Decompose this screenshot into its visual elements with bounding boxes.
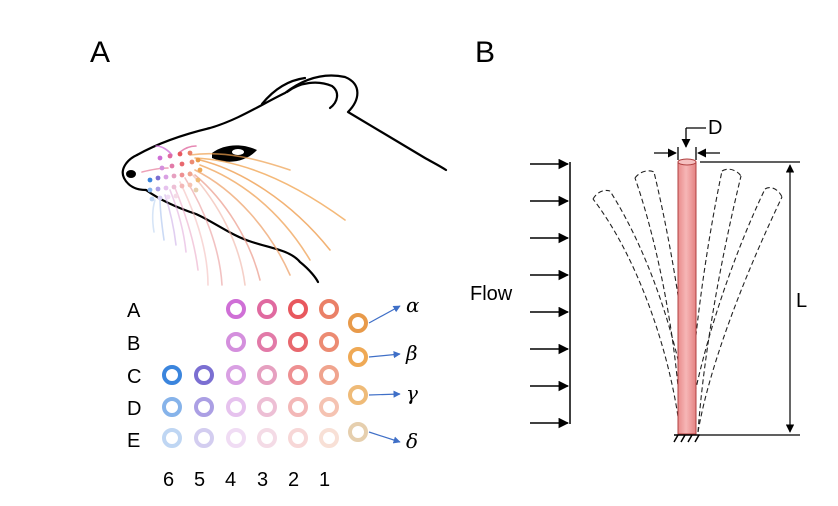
greek-labels: α β γ δ bbox=[405, 293, 420, 453]
whisker-ring-e2 bbox=[288, 428, 308, 448]
greek-label-delta: δ bbox=[406, 429, 418, 453]
whisker-ring-c1 bbox=[319, 365, 339, 385]
greek-arrow-beta bbox=[368, 351, 401, 359]
rat-nose bbox=[126, 170, 136, 178]
rat-snout bbox=[121, 153, 148, 192]
whisker-ring-d3 bbox=[257, 397, 277, 417]
column-label-3: 3 bbox=[257, 469, 268, 491]
row-label-d: D bbox=[127, 398, 141, 420]
whisker-ring-d5 bbox=[194, 397, 214, 417]
greek-ring-beta bbox=[348, 347, 368, 367]
column-label-1: 1 bbox=[319, 469, 330, 491]
cylinder-body bbox=[677, 161, 697, 435]
whisker-ring-b2 bbox=[288, 332, 308, 352]
whisker-grid bbox=[162, 299, 339, 448]
row-label-e: E bbox=[127, 430, 140, 452]
greek-label-alpha: α bbox=[406, 293, 420, 317]
row-label-a: A bbox=[127, 300, 141, 322]
rat-jaw bbox=[144, 188, 320, 284]
greek-whisker-rings bbox=[348, 305, 401, 444]
length-label: L bbox=[796, 290, 807, 312]
rat-ear-inner bbox=[285, 81, 339, 110]
column-labels: 6 5 4 3 2 1 bbox=[163, 469, 330, 491]
whisker-ring-e4 bbox=[226, 428, 246, 448]
greek-label-gamma: γ bbox=[406, 381, 418, 405]
whisker-ring-c6 bbox=[162, 365, 182, 385]
greek-ring-delta bbox=[348, 422, 368, 442]
rat-ear-top bbox=[260, 76, 307, 106]
diameter-dimension bbox=[654, 127, 720, 160]
greek-ring-gamma bbox=[348, 385, 368, 405]
panel-b: B Flow bbox=[470, 36, 807, 443]
whisker-ring-b1 bbox=[319, 332, 339, 352]
row-labels: A B C D E bbox=[127, 300, 141, 452]
column-label-6: 6 bbox=[163, 469, 174, 491]
length-dimension bbox=[700, 161, 800, 436]
panel-a-letter: A bbox=[90, 36, 110, 69]
row-label-b: B bbox=[127, 333, 140, 355]
whisker-ring-d4 bbox=[226, 397, 246, 417]
column-label-2: 2 bbox=[288, 469, 299, 491]
whisker-ring-e1 bbox=[319, 428, 339, 448]
flow-label: Flow bbox=[470, 283, 513, 305]
cylinder-top bbox=[677, 158, 697, 166]
deflection-outline-far-left bbox=[592, 189, 692, 433]
panel-a: A bbox=[90, 36, 448, 491]
flow-arrows bbox=[530, 158, 571, 429]
whisker-ring-c2 bbox=[288, 365, 308, 385]
whisker-ring-c3 bbox=[257, 365, 277, 385]
whisker-ring-e6 bbox=[162, 428, 182, 448]
greek-arrow-alpha bbox=[368, 305, 401, 324]
greek-arrow-gamma bbox=[368, 390, 401, 398]
whisker-ring-a1 bbox=[319, 299, 339, 319]
whisker-ring-d2 bbox=[288, 397, 308, 417]
column-label-5: 5 bbox=[194, 469, 205, 491]
deflection-outline-far-right bbox=[687, 187, 783, 433]
whisker-ring-a2 bbox=[288, 299, 308, 319]
whisker-ring-b4 bbox=[226, 332, 246, 352]
row-label-c: C bbox=[127, 366, 141, 388]
whisker-ring-b3 bbox=[257, 332, 277, 352]
whisker-ring-c5 bbox=[194, 365, 214, 385]
whisker-ring-e5 bbox=[194, 428, 214, 448]
greek-label-beta: β bbox=[405, 341, 418, 365]
whisker-follicles bbox=[147, 150, 203, 202]
panel-b-letter: B bbox=[475, 36, 495, 69]
rat-head-outline bbox=[135, 74, 448, 172]
whisker-ring-c4 bbox=[226, 365, 246, 385]
column-label-4: 4 bbox=[225, 469, 236, 491]
greek-ring-alpha bbox=[348, 313, 368, 333]
whisker-ring-e3 bbox=[257, 428, 277, 448]
fixed-base bbox=[673, 434, 700, 443]
whisker-ring-d6 bbox=[162, 397, 182, 417]
rat-head-illustration bbox=[121, 74, 448, 284]
whisker-ring-d1 bbox=[319, 397, 339, 417]
whisker-ring-a3 bbox=[257, 299, 277, 319]
whisker-ring-a4 bbox=[226, 299, 246, 319]
diameter-label: D bbox=[708, 117, 722, 139]
whisker-cylinder bbox=[677, 158, 697, 435]
greek-arrow-delta bbox=[368, 431, 401, 444]
